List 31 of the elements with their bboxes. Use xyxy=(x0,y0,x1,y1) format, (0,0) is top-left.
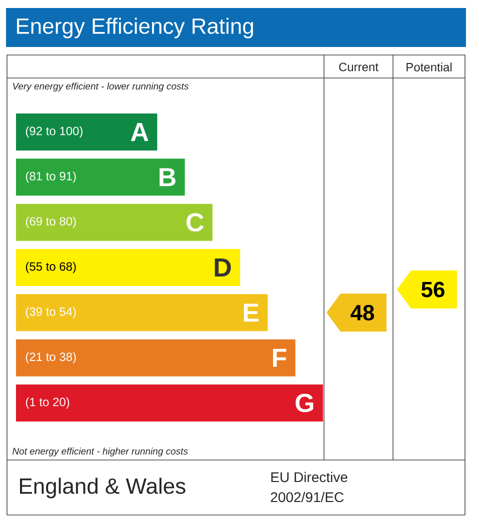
y-tick-label: G xyxy=(296,394,314,412)
text: 2002/91/EC xyxy=(270,492,344,502)
bar xyxy=(16,249,240,286)
bar xyxy=(16,384,323,422)
annotation: (92 to 100) xyxy=(26,126,82,138)
bar xyxy=(16,158,185,196)
annotation: (1 to 20) xyxy=(26,397,70,409)
text: 56 xyxy=(421,282,444,298)
text: Not energy efficient - higher running costs xyxy=(12,448,188,456)
annotation: (39 to 54) xyxy=(26,307,76,318)
y-tick-label: F xyxy=(273,348,286,367)
bar xyxy=(16,204,212,241)
bar xyxy=(16,114,158,151)
annotation: (55 to 68) xyxy=(26,262,76,274)
text: Potential xyxy=(406,62,452,72)
bar xyxy=(16,294,268,332)
text: 48 xyxy=(350,304,374,320)
y-tick-label: C xyxy=(186,213,204,232)
text: Very energy efficient - lower running costs xyxy=(13,82,189,92)
text: EU Directive xyxy=(271,472,348,482)
y-tick-label: A xyxy=(130,123,148,141)
annotation: (69 to 80) xyxy=(26,216,76,228)
annotation: (21 to 38) xyxy=(26,352,76,364)
bar xyxy=(16,339,296,376)
text: Current xyxy=(339,62,378,72)
y-tick-label: E xyxy=(244,304,259,322)
y-tick-label: B xyxy=(160,168,176,186)
chart-title: Energy Efficiency Rating xyxy=(17,18,254,38)
annotation: (81 to 91) xyxy=(26,172,76,183)
text: England & Wales xyxy=(20,478,186,498)
y-tick-label: D xyxy=(214,258,231,276)
